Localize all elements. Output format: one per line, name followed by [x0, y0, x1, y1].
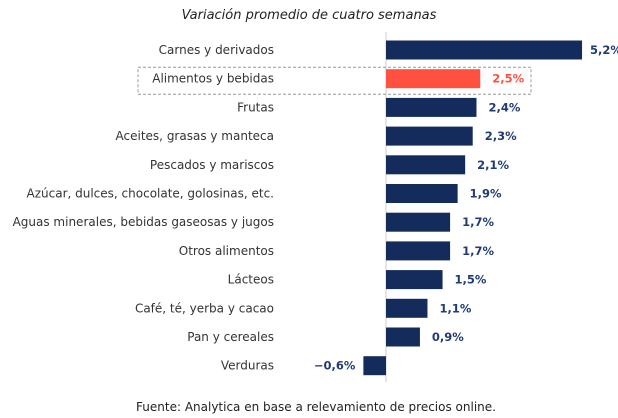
data-label: 2,5%: [492, 72, 524, 86]
category-label: Pescados y mariscos: [150, 158, 274, 172]
data-label: −0,6%: [314, 359, 356, 373]
bar: [386, 97, 477, 117]
category-label: Carnes y derivados: [159, 43, 274, 57]
category-label: Otros alimentos: [179, 244, 274, 258]
bar: [386, 69, 481, 89]
data-label: 1,7%: [462, 244, 494, 258]
chart-title: Variación promedio de cuatro semanas: [182, 8, 437, 23]
bar: [386, 270, 443, 290]
category-label: Alimentos y bebidas: [152, 72, 274, 86]
data-label: 2,3%: [485, 129, 517, 143]
bar: [386, 40, 583, 60]
bar: [386, 241, 451, 261]
data-label: 1,1%: [439, 301, 471, 315]
bar: [386, 327, 420, 347]
bar: [386, 212, 451, 232]
data-label: 1,9%: [470, 187, 502, 201]
category-label: Frutas: [237, 100, 274, 114]
category-label: Lácteos: [228, 273, 274, 287]
bar: [386, 155, 466, 175]
data-label: 0,9%: [432, 330, 464, 344]
chart-source: Fuente: Analytica en base a relevamiento…: [136, 400, 496, 414]
category-label: Aguas minerales, bebidas gaseosas y jugo…: [13, 215, 274, 229]
data-label: 1,5%: [455, 273, 487, 287]
bar: [363, 356, 386, 376]
bar: [386, 126, 473, 146]
category-label: Azúcar, dulces, chocolate, golosinas, et…: [27, 187, 275, 201]
category-label: Pan y cereales: [187, 330, 274, 344]
highlight-box: [137, 66, 532, 95]
bar: [386, 184, 458, 203]
category-label: Verduras: [221, 359, 274, 373]
data-label: 2,1%: [477, 158, 509, 172]
data-label: 2,4%: [488, 100, 520, 114]
data-label: 5,2%: [590, 43, 618, 57]
bar: [386, 298, 428, 318]
category-label: Café, té, yerba y cacao: [135, 301, 274, 315]
category-label: Aceites, grasas y manteca: [116, 129, 274, 143]
data-label: 1,7%: [462, 215, 494, 229]
